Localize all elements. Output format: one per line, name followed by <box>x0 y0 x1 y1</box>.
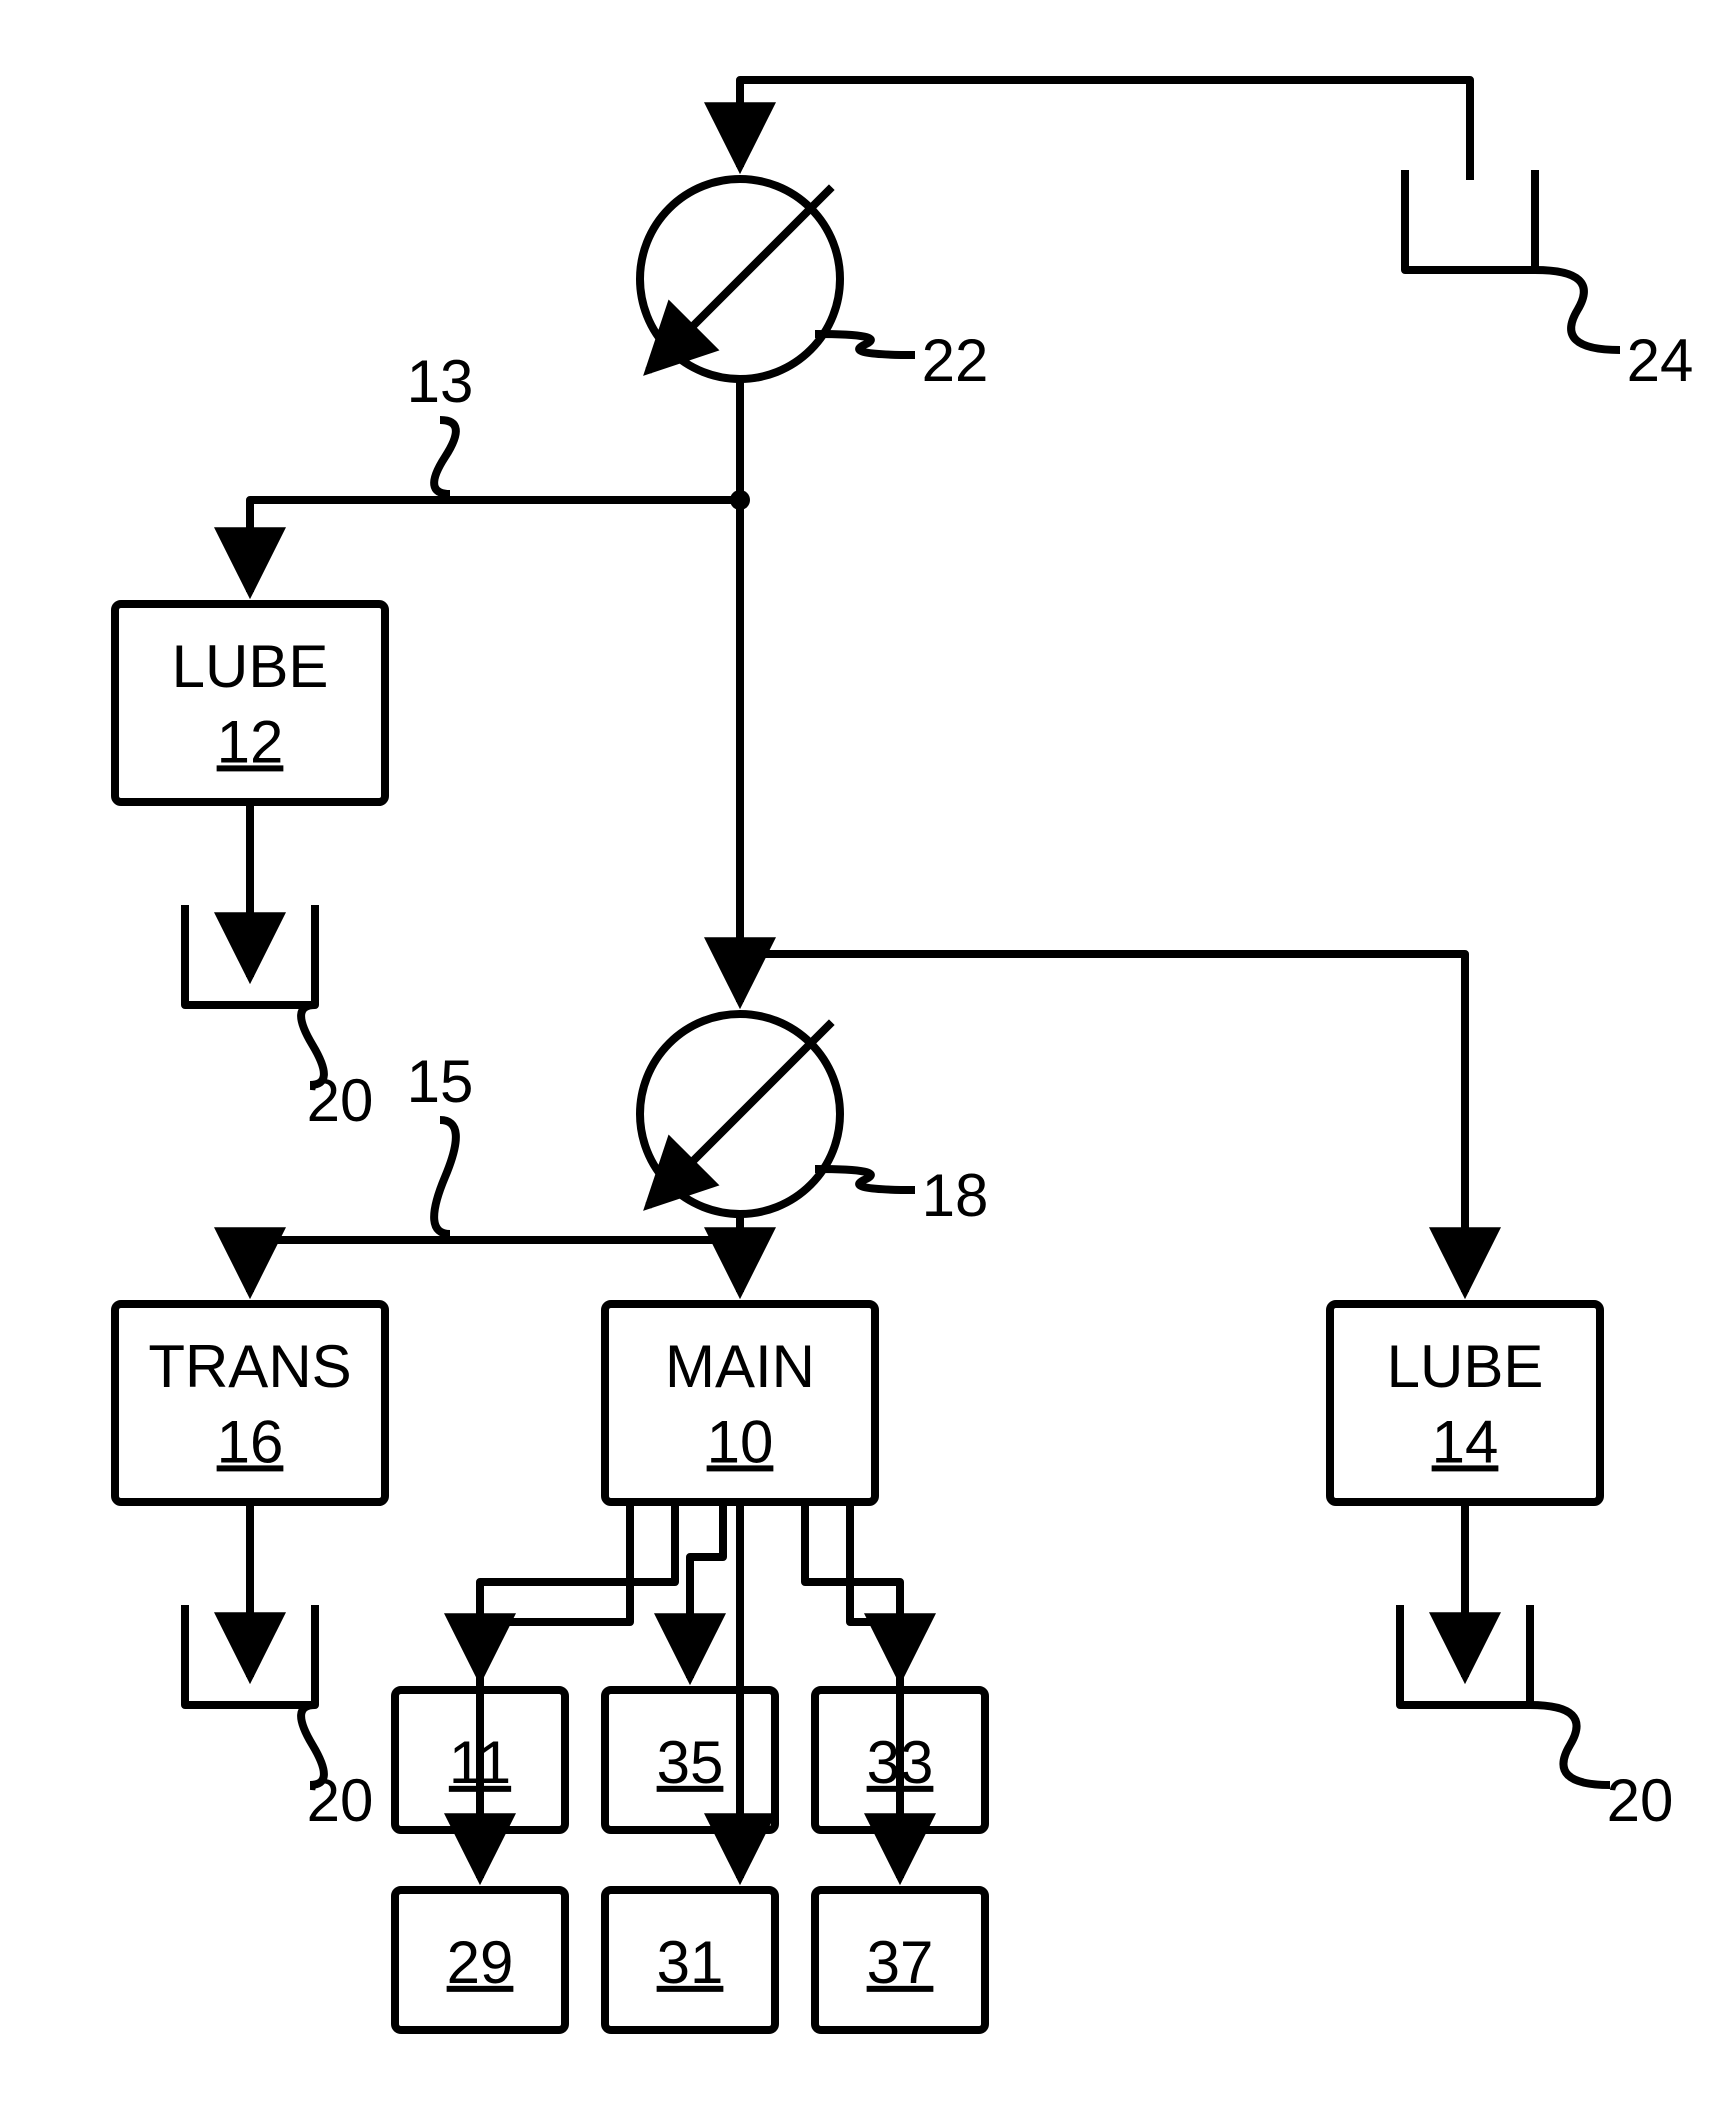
box-lube14-num: 14 <box>1432 1408 1499 1475</box>
box-trans16-num: 16 <box>217 1408 284 1475</box>
leader-20a: 20 <box>307 1067 374 1134</box>
leader-22: 22 <box>922 327 989 394</box>
box-lube14-title: LUBE <box>1387 1333 1544 1400</box>
box-lube12-num: 12 <box>217 708 284 775</box>
leader-13: 13 <box>407 348 474 415</box>
box-b35-num: 35 <box>657 1729 724 1796</box>
leader-24: 24 <box>1627 327 1694 394</box>
box-b31-num: 31 <box>657 1929 724 1996</box>
box-b29-num: 29 <box>447 1929 514 1996</box>
sump-s24 <box>1405 170 1535 270</box>
leader-15: 15 <box>407 1048 474 1115</box>
leader-20c: 20 <box>1607 1767 1674 1834</box>
box-trans16-title: TRANS <box>148 1333 351 1400</box>
leader-18: 18 <box>922 1162 989 1229</box>
box-lube12-title: LUBE <box>172 633 329 700</box>
box-main10-title: MAIN <box>665 1333 815 1400</box>
box-b37-num: 37 <box>867 1929 934 1996</box>
leader-20b: 20 <box>307 1767 374 1834</box>
box-main10-num: 10 <box>707 1408 774 1475</box>
flowchart-diagram: LUBE12TRANS16MAIN10LUBE14113533293137132… <box>0 0 1731 2113</box>
